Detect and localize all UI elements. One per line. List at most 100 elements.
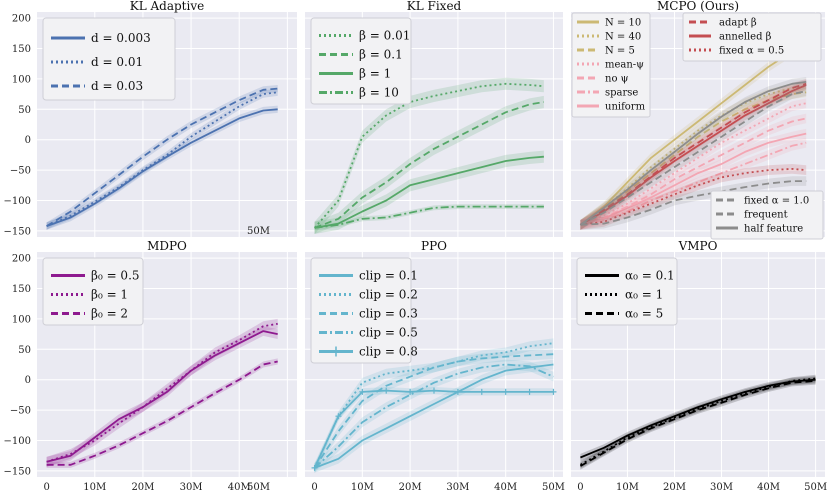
series-band	[580, 86, 807, 230]
series-band	[580, 376, 816, 462]
legend: d = 0.003 d = 0.01 d = 0.03	[42, 17, 176, 101]
series-line	[580, 141, 807, 226]
y-tick-label: −50	[10, 406, 31, 417]
legend-label: clip = 0.2	[359, 288, 418, 302]
series-line	[46, 360, 278, 466]
legend-label: N = 5	[605, 46, 635, 57]
x-tick-label: 0	[577, 482, 583, 493]
series-line	[580, 180, 807, 226]
series-line	[580, 168, 807, 226]
panel-2: KL Fixed β = 0.01 β = 0.1 β = 1 β = 10	[305, 0, 563, 237]
panel-3: MCPO (Ours) N = 10 N = 40 N = 5 mean-ψ no ψ sp…	[571, 0, 825, 240]
series-group	[313, 77, 545, 235]
legend-box	[310, 17, 412, 105]
legend: α₀ = 0.1 α₀ = 1 α₀ = 5	[576, 257, 678, 326]
legend-label: β = 10	[359, 86, 399, 100]
x-tick-label: 40M	[757, 482, 780, 493]
legend: clip = 0.1 clip = 0.2 clip = 0.3 clip = 0.5…	[310, 257, 418, 364]
series-marker	[311, 464, 318, 471]
series-marker	[431, 387, 437, 394]
series-line	[314, 155, 544, 229]
x-tick-label: 20M	[399, 482, 422, 493]
series-marker	[383, 387, 390, 394]
series-line	[314, 363, 554, 469]
series-line	[313, 342, 554, 469]
series-line	[46, 108, 278, 227]
chart-title: PPO	[421, 239, 447, 253]
legend-label: d = 0.003	[91, 31, 151, 45]
chart-title: KL Adaptive	[130, 0, 204, 13]
x-tick-label: 50M	[542, 482, 565, 493]
x-tick-label: 50M	[247, 482, 270, 493]
legend-label: α₀ = 1	[625, 288, 663, 302]
series-line	[579, 82, 807, 226]
series-band	[580, 113, 807, 230]
y-tick-label: 100	[12, 74, 31, 85]
x-tick-label: 10M	[616, 482, 639, 493]
y-tick-label: 100	[12, 314, 31, 325]
y-tick-label: 150	[12, 284, 31, 295]
x-tick-label: 50M	[247, 226, 270, 237]
legend-label: β = 1	[359, 67, 391, 81]
series-band	[314, 150, 544, 234]
x-tick-label: 40M	[228, 482, 251, 493]
y-tick-label: −100	[4, 436, 31, 447]
series-band	[580, 374, 816, 469]
series-line	[579, 81, 807, 226]
series-line	[579, 380, 816, 467]
legend-label: adapt β	[719, 18, 757, 29]
panel-4: MDPO 200 150 100 50 0 −50 −100 −150 0 10M 20M 30M 40M…	[4, 239, 297, 493]
x-tick-label: 30M	[710, 482, 733, 493]
series-band	[46, 105, 278, 230]
legend-label: β₀ = 2	[91, 307, 128, 321]
series-marker	[359, 388, 366, 395]
legend-label: α₀ = 5	[625, 307, 663, 321]
series-band	[580, 164, 807, 230]
series-group	[46, 318, 278, 468]
y-tick-label: −100	[4, 196, 31, 207]
series-marker	[335, 413, 342, 420]
series-band	[314, 95, 544, 235]
legend-label: half feature	[744, 224, 803, 235]
chart-title: KL Fixed	[407, 0, 462, 13]
series-line	[313, 82, 544, 229]
series-band	[46, 326, 278, 467]
series-line	[313, 353, 554, 469]
series-marker	[550, 388, 557, 395]
series-line	[580, 102, 807, 226]
series-marker	[407, 388, 414, 395]
legend-label: N = 10	[605, 18, 641, 29]
series-marker	[478, 388, 485, 395]
y-tick-label: 50	[18, 105, 31, 116]
series-marker	[526, 388, 533, 395]
y-tick-label: 150	[12, 44, 31, 55]
legend-label: uniform	[605, 102, 646, 113]
series-band	[314, 359, 554, 473]
x-tick-label: 0	[311, 482, 317, 493]
series-group	[311, 338, 557, 473]
series-line	[46, 330, 278, 463]
series-line	[579, 90, 807, 226]
legend-label: mean-ψ	[605, 60, 644, 71]
legend-label: annelled β	[719, 32, 772, 43]
series-marker	[502, 388, 509, 395]
series-line	[314, 101, 545, 229]
legend-label: N = 40	[605, 32, 641, 43]
series-marker	[454, 388, 461, 395]
x-tick-label: 0	[43, 482, 49, 493]
legend-box	[710, 190, 824, 240]
legend-label: clip = 0.1	[359, 269, 418, 283]
series-line	[46, 322, 278, 463]
series-band	[314, 387, 554, 472]
legend-label: d = 0.01	[91, 55, 143, 69]
legend-label: β₀ = 0.5	[91, 269, 140, 283]
x-tick-label: 10M	[351, 482, 374, 493]
series-group	[46, 85, 278, 230]
series-band	[314, 338, 554, 473]
y-tick-label: −50	[10, 166, 31, 177]
y-tick-label: −150	[4, 466, 31, 477]
legend-label: clip = 0.5	[359, 326, 418, 340]
x-tick-label: 30M	[180, 482, 203, 493]
